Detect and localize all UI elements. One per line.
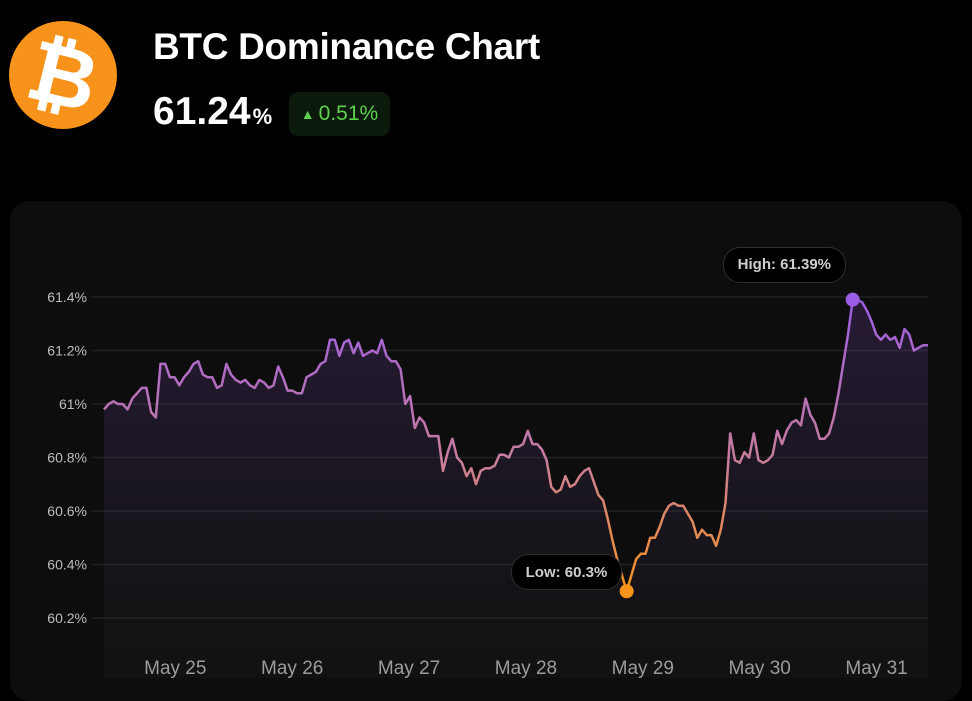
y-tick-label: 60.8% [47, 450, 87, 466]
triangle-up-icon: ▲ [300, 106, 315, 122]
dominance-line [103, 298, 928, 593]
y-tick-label: 61.4% [47, 289, 87, 305]
current-dominance-value: 61.24% [153, 90, 272, 134]
area-fill [104, 299, 928, 678]
high-point-marker [845, 292, 860, 307]
change-badge: ▲ 0.51% [289, 92, 390, 136]
value-number: 61.24 [153, 90, 251, 133]
low-annotation: Low: 60.3% [510, 554, 623, 591]
y-tick-label: 60.4% [47, 557, 87, 573]
bitcoin-logo-icon: ₿ [9, 20, 117, 132]
high-annotation: High: 61.39% [722, 246, 847, 283]
low-point-marker [619, 584, 634, 599]
y-tick-label: 61.2% [47, 343, 87, 359]
page-title: BTC Dominance Chart [153, 26, 540, 67]
dominance-chart: 61.4%61.2%61%60.8%60.6%60.4%60.2%May 25M… [47, 289, 928, 678]
y-tick-label: 60.2% [47, 610, 87, 626]
change-value: 0.51% [318, 102, 379, 125]
y-tick-label: 60.6% [47, 503, 87, 519]
y-tick-label: 61% [59, 396, 87, 412]
value-unit: % [252, 104, 273, 129]
